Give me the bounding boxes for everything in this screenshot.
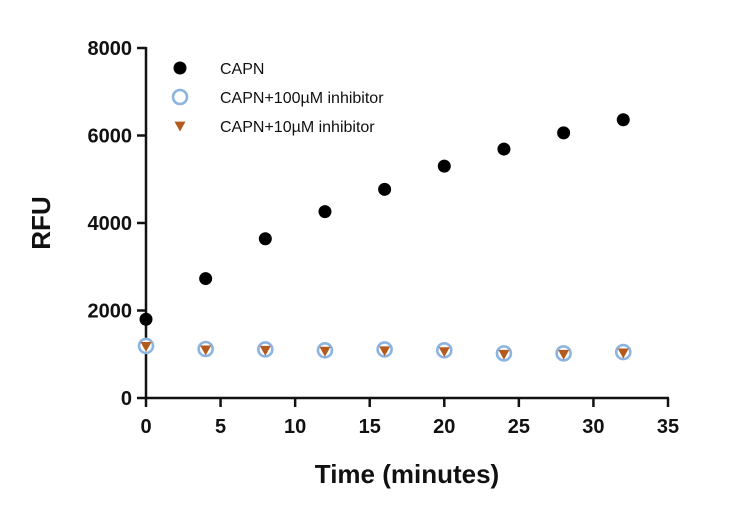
data-point xyxy=(379,346,391,357)
data-point xyxy=(616,113,630,127)
x-tick-label: 10 xyxy=(284,416,306,438)
x-tick-label: 25 xyxy=(508,416,530,438)
series-3 xyxy=(140,341,629,360)
data-point xyxy=(617,348,629,359)
y-axis-label: RFU xyxy=(26,196,56,249)
y-tick-label: 4000 xyxy=(88,213,133,235)
data-point xyxy=(318,205,332,219)
data-point xyxy=(140,341,152,352)
legend-marker xyxy=(173,61,187,75)
data-point xyxy=(258,232,272,246)
x-ticks: 0 5 10 15 20 25 30 35 xyxy=(140,398,679,438)
data-point xyxy=(199,272,213,286)
y-tick-label: 0 xyxy=(121,388,132,410)
legend-label: CAPN xyxy=(220,61,264,78)
data-point xyxy=(139,312,153,326)
y-ticks: 0 2000 4000 6000 8000 xyxy=(88,38,146,410)
data-point xyxy=(498,349,510,360)
legend: CAPN CAPN+100µM inhibitor CAPN+10µM inhibi… xyxy=(171,61,384,136)
data-point xyxy=(378,182,392,196)
x-tick-label: 0 xyxy=(140,416,151,438)
data-point xyxy=(259,345,271,356)
data-point xyxy=(497,142,511,156)
data-point xyxy=(200,345,212,356)
x-tick-label: 20 xyxy=(433,416,455,438)
x-tick-label: 5 xyxy=(215,416,226,438)
data-marks xyxy=(137,113,632,362)
x-tick-label: 35 xyxy=(657,416,679,438)
x-tick-label: 15 xyxy=(359,416,381,438)
legend-marker xyxy=(171,88,189,106)
legend-label: CAPN+100µM inhibitor xyxy=(220,90,384,107)
data-point xyxy=(557,126,571,140)
legend-marker xyxy=(174,121,186,132)
y-tick-label: 2000 xyxy=(88,301,133,323)
x-tick-label: 30 xyxy=(582,416,604,438)
data-point xyxy=(437,159,451,173)
y-tick-label: 8000 xyxy=(88,38,133,60)
x-axis-label: Time (minutes) xyxy=(315,459,499,489)
data-point xyxy=(319,346,331,357)
data-point xyxy=(558,349,570,360)
y-tick-label: 6000 xyxy=(88,126,133,148)
legend-label: CAPN+10µM inhibitor xyxy=(220,119,375,136)
data-point xyxy=(438,347,450,358)
series-1 xyxy=(139,113,630,326)
